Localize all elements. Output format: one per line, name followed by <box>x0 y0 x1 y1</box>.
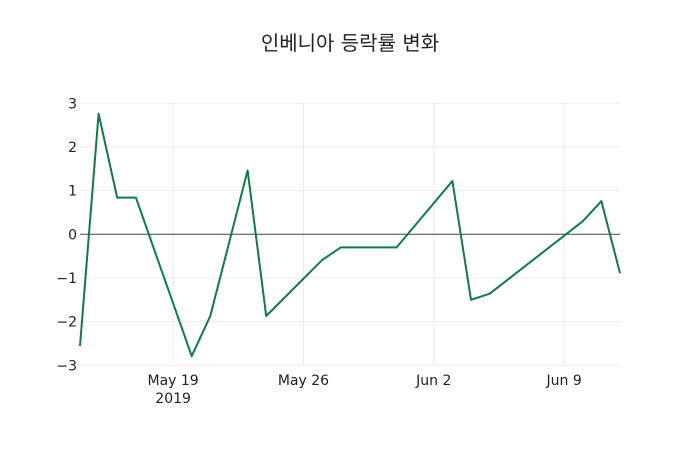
x-tick-sublabel: 2019 <box>155 391 191 407</box>
axes: 3 2 1 0 −1 −2 −3 May 19 2019 May 26 Jun 2 Jun 9 <box>56 96 620 407</box>
x-tick-label: May 26 <box>278 373 329 389</box>
gridlines <box>80 102 620 366</box>
y-tick-label: −2 <box>56 315 77 331</box>
x-tick-label: May 19 <box>147 373 198 389</box>
y-tick-label: 0 <box>68 227 77 243</box>
x-tick-label: Jun 2 <box>415 373 451 389</box>
y-tick-label: 2 <box>68 140 77 156</box>
y-tick-label: 1 <box>68 184 77 200</box>
chart-title: 인베니아 등락률 변화 <box>261 31 439 55</box>
series-lines <box>79 112 621 358</box>
y-tick-label: −3 <box>56 358 77 374</box>
y-tick-label: 3 <box>68 96 77 112</box>
y-tick-label: −1 <box>56 271 77 287</box>
series-line <box>79 112 621 358</box>
x-tick-label: Jun 9 <box>546 373 582 389</box>
